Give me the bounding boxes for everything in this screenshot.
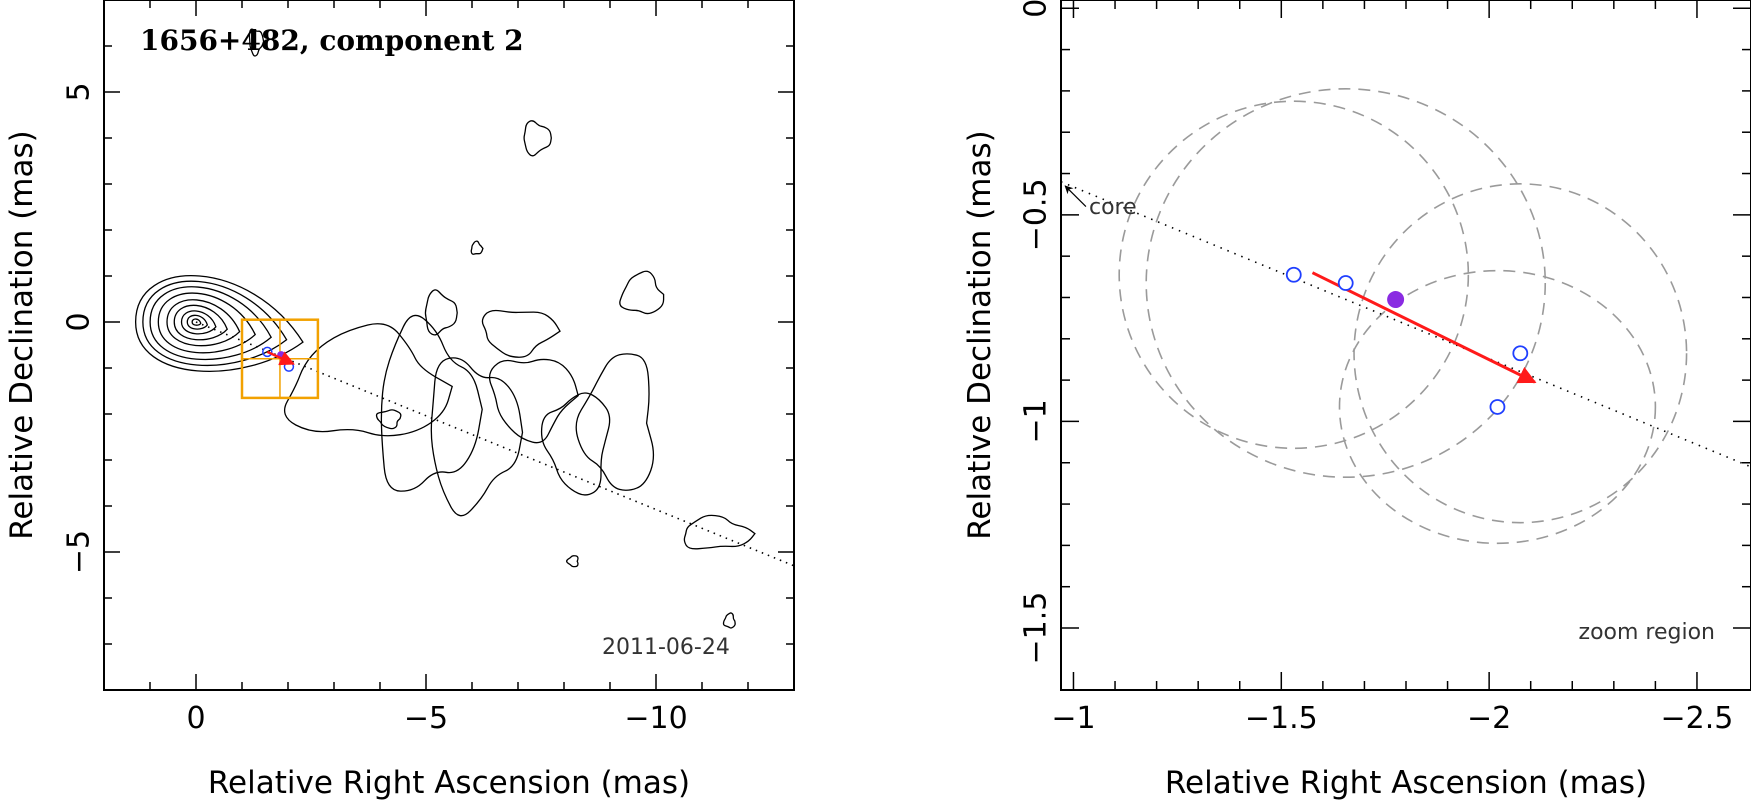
right-y-axis-title: Relative Declination (mas) bbox=[962, 130, 998, 540]
error-ellipses bbox=[1118, 88, 1688, 545]
jet-contour bbox=[619, 270, 665, 315]
error-ellipse bbox=[1353, 183, 1688, 524]
jet-contour bbox=[424, 289, 458, 336]
contour-map bbox=[134, 28, 756, 629]
component-marker bbox=[1337, 275, 1354, 291]
jet-contour bbox=[683, 514, 756, 550]
x-tick-label: 0 bbox=[186, 701, 205, 736]
jet-contour bbox=[470, 240, 484, 255]
jet-contour bbox=[488, 358, 579, 444]
x-tick-label: −1 bbox=[1051, 701, 1095, 736]
y-tick-label: −0.5 bbox=[1019, 178, 1054, 251]
jet-contour bbox=[375, 409, 402, 430]
core-direction-arrow bbox=[1064, 185, 1087, 208]
jet-contour bbox=[523, 120, 552, 157]
right-panel: −1 −1.5 −2 −2.5 0 −0.5 −1 −1.5 zoom region core… bbox=[962, 0, 1751, 801]
left-x-axis-title: Relative Right Ascension (mas) bbox=[208, 765, 690, 801]
error-ellipse bbox=[1338, 269, 1657, 545]
core-contour bbox=[142, 280, 288, 367]
jet-contour bbox=[575, 353, 655, 491]
right-x-axis-title: Relative Right Ascension (mas) bbox=[1165, 765, 1647, 801]
velocity-arrow bbox=[1311, 271, 1537, 384]
component-marker bbox=[1489, 399, 1506, 415]
core-contour bbox=[134, 275, 304, 372]
component-filled-marker bbox=[1387, 291, 1405, 309]
core-contour bbox=[157, 292, 256, 354]
left-plot-frame bbox=[103, 0, 795, 691]
y-tick-label: −1.5 bbox=[1019, 592, 1054, 665]
core-contour bbox=[191, 318, 202, 326]
core-contour bbox=[166, 299, 241, 347]
x-tick-label: −5 bbox=[404, 701, 448, 736]
core-contour bbox=[186, 314, 209, 330]
right-plot-frame bbox=[1060, 0, 1751, 691]
velocity-arrow bbox=[266, 350, 295, 366]
jet-contour bbox=[566, 555, 579, 568]
component-marker bbox=[1512, 345, 1529, 362]
core-label: core bbox=[1089, 195, 1137, 220]
y-tick-label: 0 bbox=[1019, 0, 1054, 18]
core-contour bbox=[180, 310, 217, 335]
jet-contour bbox=[380, 314, 483, 492]
plot-title: 1656+482, component 2 bbox=[140, 24, 524, 57]
x-tick-label: −10 bbox=[624, 701, 687, 736]
error-ellipse bbox=[1118, 100, 1470, 450]
error-ellipse bbox=[1145, 88, 1547, 479]
jet-axis-line bbox=[1061, 181, 1751, 468]
component-marker bbox=[262, 346, 273, 358]
jet-contour bbox=[283, 323, 453, 437]
jet-contour bbox=[722, 612, 736, 629]
left-y-axis-title: Relative Declination (mas) bbox=[4, 130, 40, 540]
right-overlay bbox=[1061, 181, 1751, 468]
core-contour bbox=[173, 304, 229, 341]
right-axis-ticks: −1 −1.5 −2 −2.5 0 −0.5 −1 −1.5 bbox=[1019, 0, 1751, 736]
x-tick-label: −2.5 bbox=[1661, 701, 1734, 736]
y-tick-label: 5 bbox=[62, 82, 97, 101]
left-overlay bbox=[195, 318, 794, 567]
jet-contour bbox=[248, 28, 265, 57]
date-label: 2011-06-24 bbox=[602, 635, 730, 660]
y-tick-label: −1 bbox=[1019, 399, 1054, 443]
x-tick-label: −1.5 bbox=[1245, 701, 1318, 736]
y-tick-label: −5 bbox=[62, 530, 97, 574]
y-tick-label: 0 bbox=[62, 312, 97, 331]
left-panel: 0 −5 −10 5 0 −5 1656+482, component 2 2011-06… bbox=[4, 0, 795, 801]
core-contour bbox=[149, 286, 272, 361]
x-tick-label: −2 bbox=[1467, 701, 1511, 736]
zoom-region-label: zoom region bbox=[1579, 620, 1715, 645]
left-axis-ticks: 0 −5 −10 5 0 −5 bbox=[62, 0, 795, 736]
component-marker bbox=[1285, 266, 1302, 283]
jet-contour bbox=[540, 392, 611, 496]
jet-contour bbox=[481, 309, 561, 358]
jet-contour bbox=[430, 357, 524, 517]
